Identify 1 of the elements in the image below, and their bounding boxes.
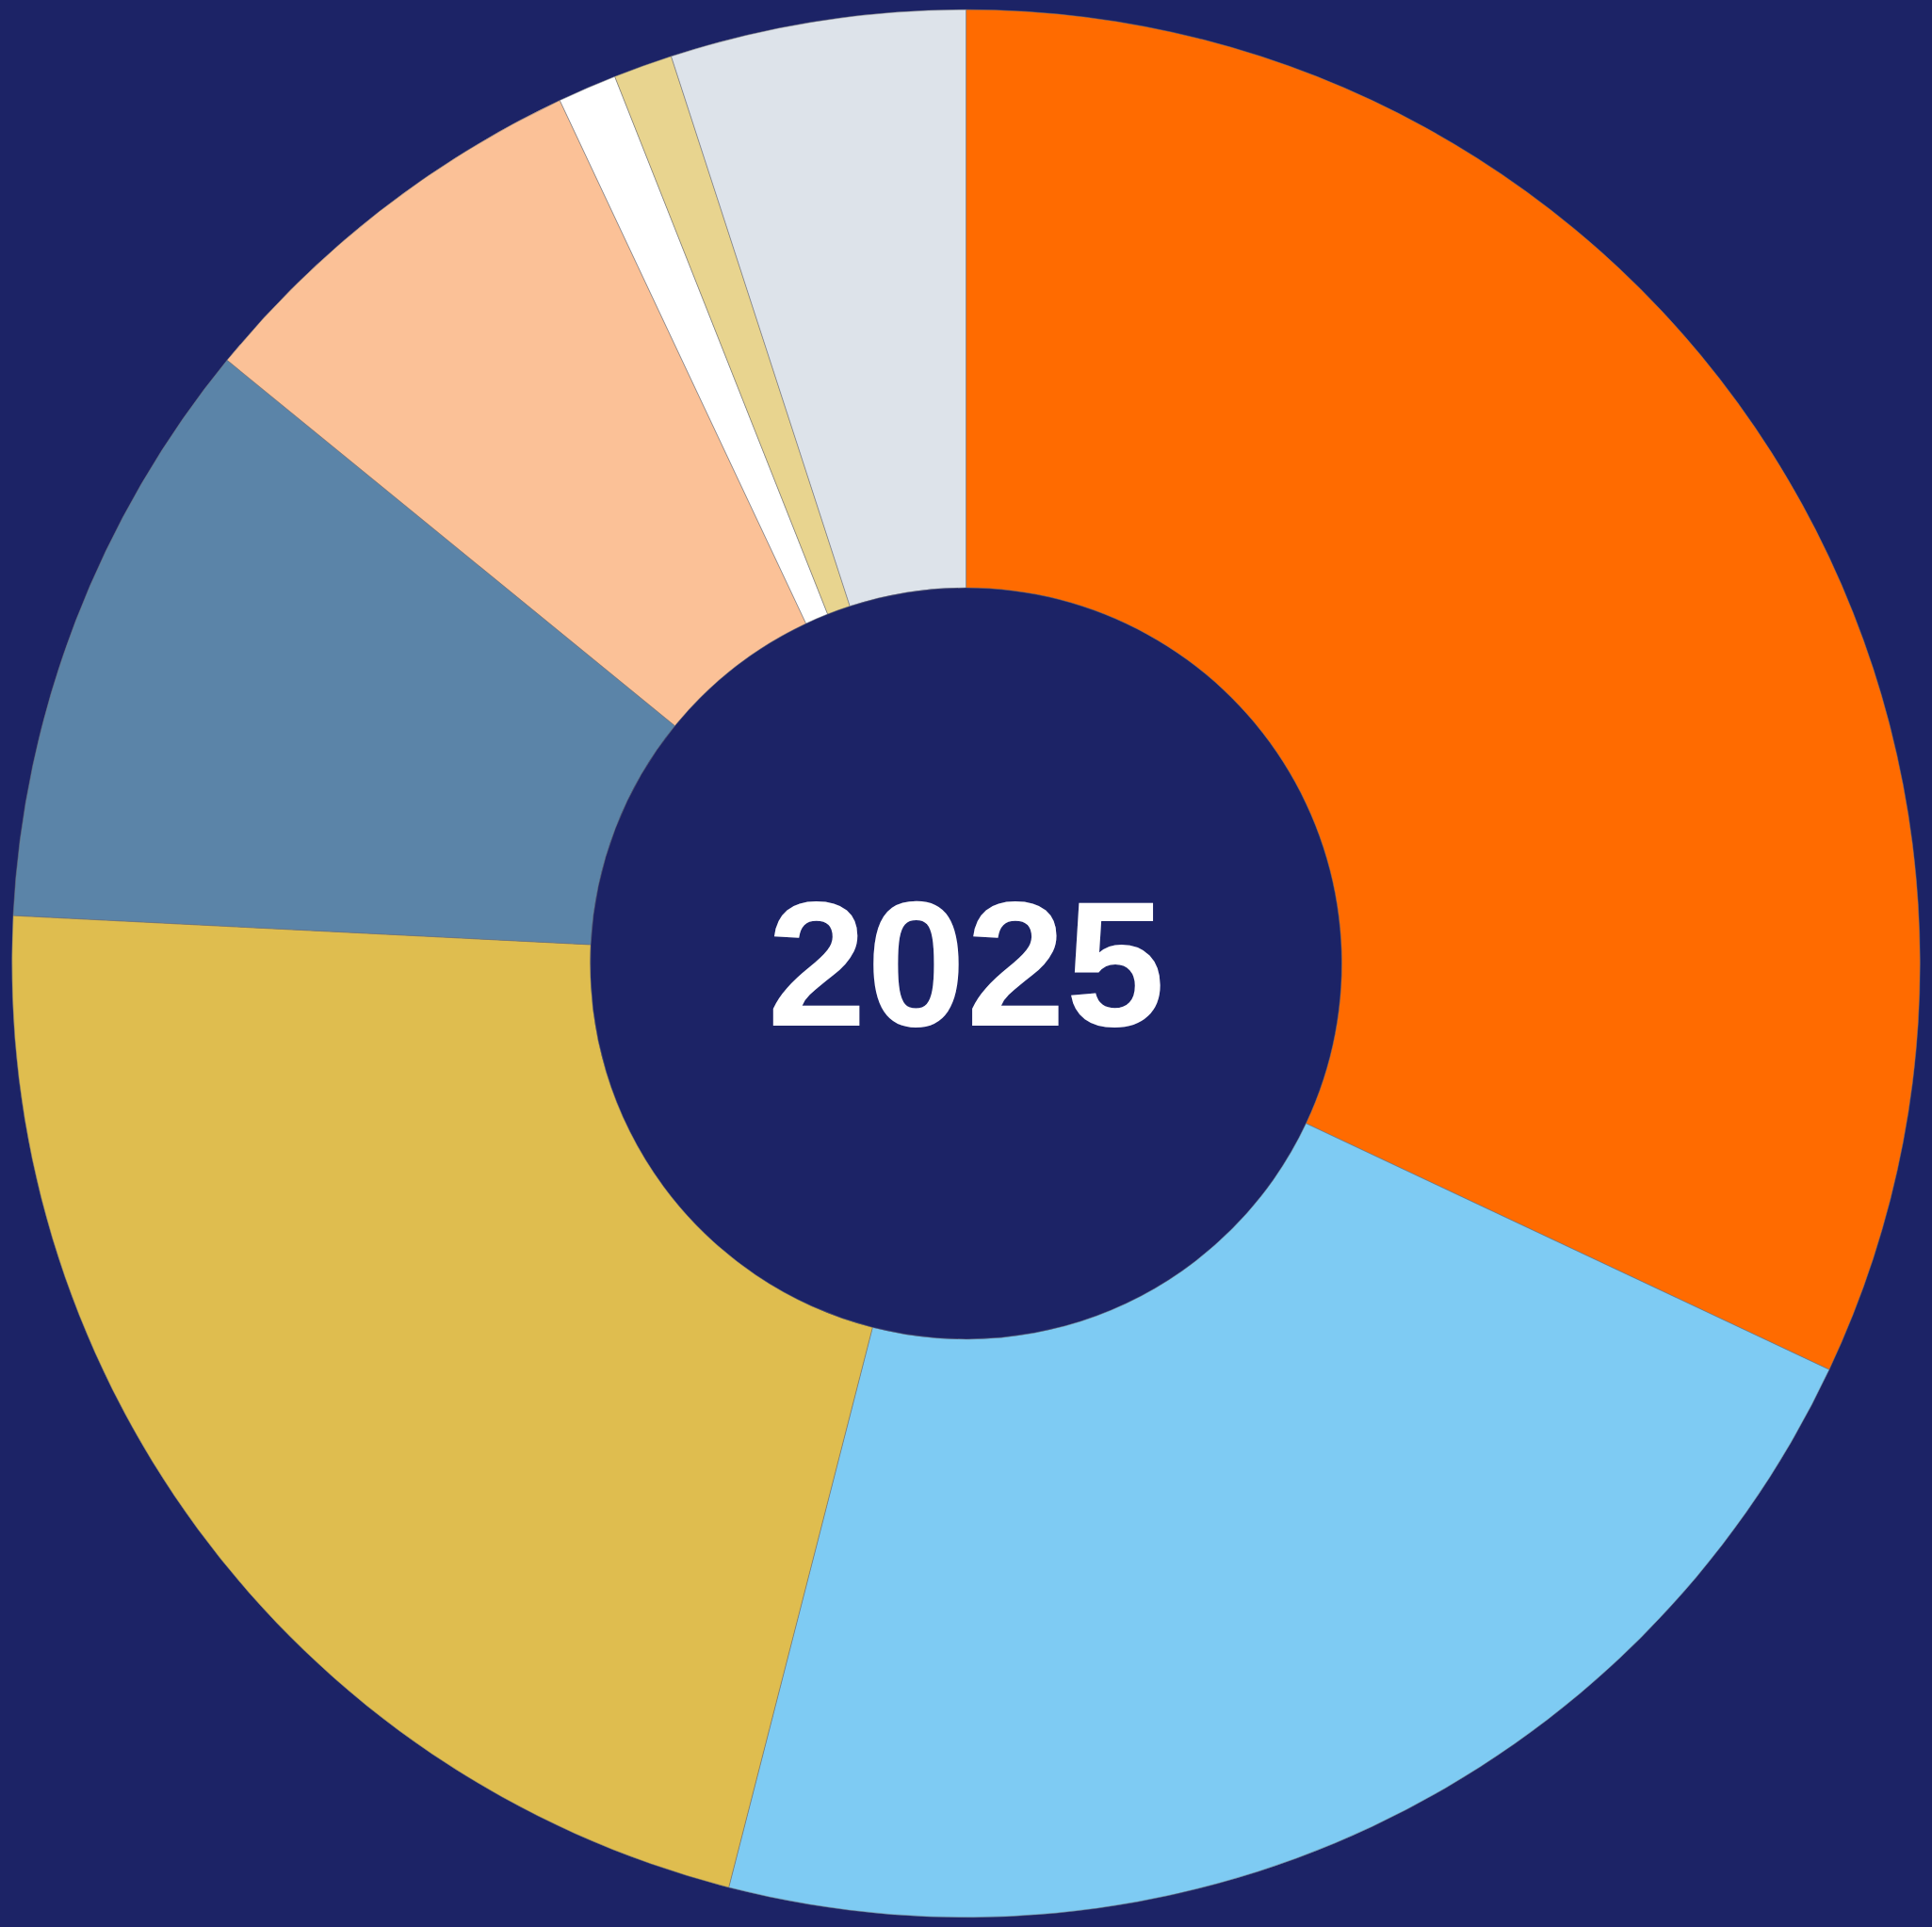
text: 2025 <box>767 864 1165 1063</box>
